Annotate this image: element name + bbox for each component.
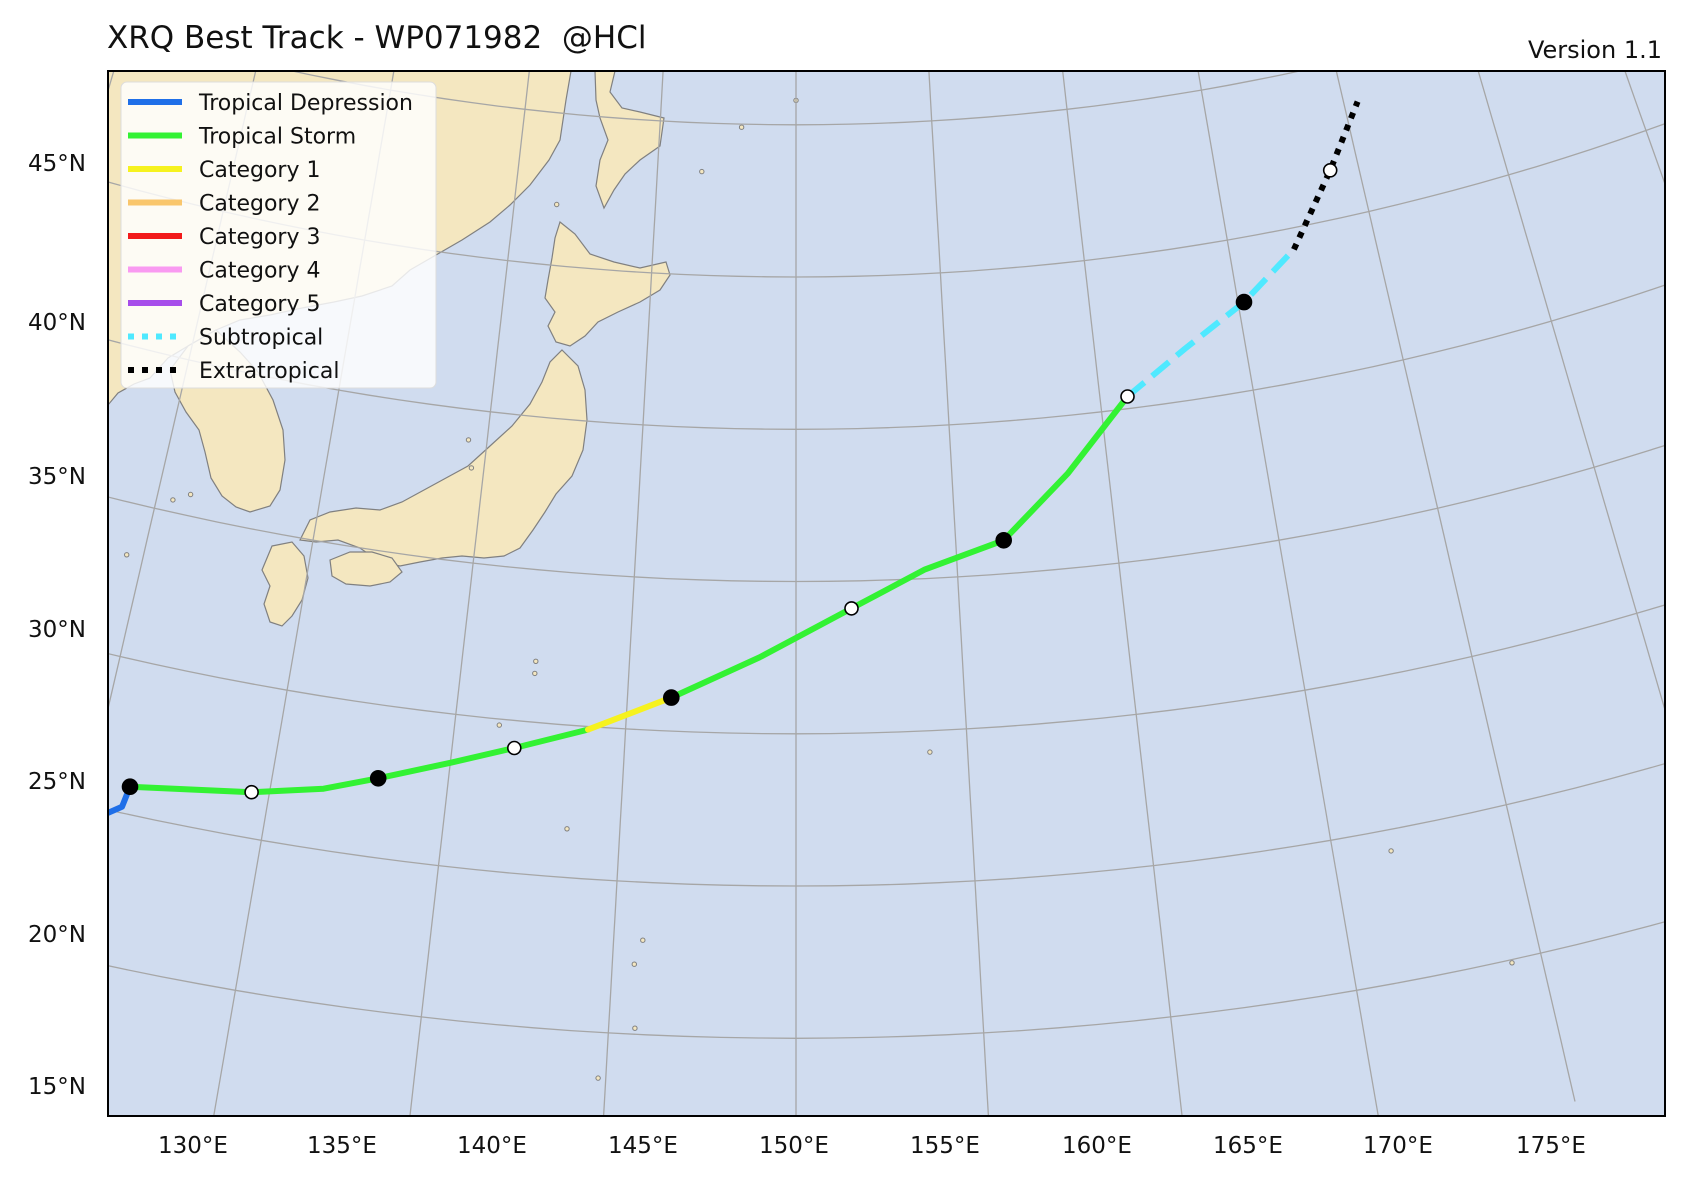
- meridian-line: [1335, 71, 1576, 1102]
- island: [1388, 848, 1394, 854]
- axis-ticks: 15°N 20°N 25°N 30°N 35°N 40°N 45°N 130°E…: [28, 151, 1586, 1159]
- meridian-line: [1197, 71, 1379, 1116]
- island: [699, 168, 705, 175]
- legend-label: Tropical Depression: [198, 91, 413, 116]
- island: [632, 1025, 638, 1031]
- lat-tick-label: 45°N: [28, 151, 86, 177]
- legend-label: Category 1: [199, 158, 320, 183]
- island: [468, 465, 475, 471]
- parallel-line: [289, 71, 1303, 126]
- track-segment: [1291, 100, 1361, 251]
- coastline-details: [4, 97, 1515, 1081]
- track-fix-marker: [662, 689, 680, 706]
- lon-tick-label: 170°E: [1363, 1133, 1433, 1159]
- parallel-line: [108, 444, 1665, 583]
- lon-tick-label: 155°E: [910, 1133, 980, 1159]
- legend-label: Category 4: [199, 259, 320, 284]
- meridian-line: [108, 71, 257, 712]
- meridian-line: [1477, 71, 1665, 713]
- shikoku: [329, 551, 403, 587]
- lon-tick-label: 145°E: [608, 1133, 678, 1159]
- island: [187, 491, 194, 498]
- island: [1509, 960, 1515, 966]
- track-fix-marker: [1120, 389, 1135, 404]
- lat-tick-label: 20°N: [28, 922, 86, 948]
- lat-tick-label: 40°N: [28, 310, 86, 336]
- track-fix-marker: [369, 769, 387, 787]
- lon-tick-label: 135°E: [307, 1133, 377, 1159]
- track-fix-marker: [121, 778, 139, 796]
- island: [170, 497, 176, 503]
- legend-label: Tropical Storm: [198, 125, 356, 150]
- lon-tick-label: 175°E: [1516, 1133, 1586, 1159]
- kyushu: [261, 541, 309, 627]
- island: [4, 645, 8, 649]
- map-title: XRQ Best Track - WP071982 @HCl: [107, 20, 647, 56]
- legend-label: Extratropical: [199, 359, 340, 384]
- track-fix-marker: [844, 601, 859, 616]
- track-fix-marker: [1235, 293, 1253, 311]
- island: [595, 1075, 601, 1081]
- track-fix-marker: [1322, 163, 1338, 178]
- parallel-line: [108, 604, 1665, 735]
- island: [564, 826, 570, 832]
- island: [124, 552, 130, 558]
- island: [554, 201, 560, 208]
- island: [496, 722, 502, 728]
- lat-tick-label: 15°N: [28, 1074, 86, 1100]
- island: [532, 670, 538, 677]
- lon-tick-label: 130°E: [158, 1133, 228, 1159]
- meridian-line: [409, 71, 530, 1116]
- track-fix-marker: [244, 784, 259, 800]
- island: [533, 658, 539, 664]
- lat-tick-label: 30°N: [28, 617, 86, 643]
- track-fix-marker: [995, 531, 1013, 549]
- lon-tick-label: 165°E: [1213, 1133, 1283, 1159]
- hokkaido: [544, 220, 671, 347]
- sakhalin: [594, 71, 665, 210]
- storm-fixes: [28, 163, 1338, 835]
- track-segment: [585, 694, 675, 733]
- legend: Tropical Depression Tropical Storm Categor…: [120, 81, 437, 389]
- lat-tick-label: 35°N: [28, 464, 86, 490]
- island: [51, 600, 55, 604]
- meridian-line: [602, 71, 664, 1116]
- lat-tick-label: 25°N: [28, 769, 86, 795]
- legend-label: Subtropical: [199, 326, 323, 351]
- legend-label: Category 3: [199, 225, 320, 250]
- track-fix-marker: [506, 740, 522, 756]
- meridian-line: [1062, 71, 1183, 1116]
- track-segment: [1125, 247, 1297, 399]
- lon-tick-label: 150°E: [759, 1133, 829, 1159]
- lon-tick-label: 140°E: [457, 1133, 527, 1159]
- island: [465, 437, 472, 443]
- island: [73, 596, 77, 600]
- parallel-line: [108, 921, 1665, 1039]
- track-fix-marker: [87, 813, 100, 826]
- lon-tick-label: 160°E: [1062, 1133, 1132, 1159]
- track-segment: [108, 783, 133, 817]
- island: [927, 749, 933, 755]
- island: [631, 961, 637, 967]
- map-frame: [107, 70, 1666, 1117]
- meridian-line: [928, 71, 990, 1116]
- track-fix-marker: [28, 820, 43, 835]
- island: [640, 937, 646, 943]
- island: [738, 124, 745, 130]
- legend-label: Category 5: [199, 292, 320, 317]
- version-label: Version 1.1: [1527, 36, 1662, 64]
- legend-label: Category 2: [199, 192, 320, 217]
- track-segment: [668, 393, 1131, 701]
- legend-box: [120, 81, 437, 389]
